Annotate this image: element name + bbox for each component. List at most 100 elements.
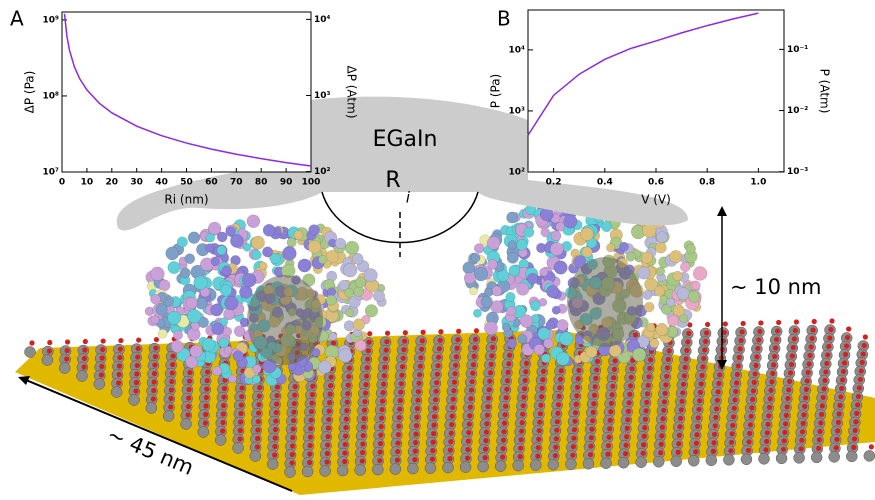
atom	[318, 361, 331, 374]
headgroup	[676, 441, 681, 446]
headgroup	[774, 337, 779, 342]
headgroup	[801, 412, 806, 417]
headgroup	[841, 369, 846, 374]
headgroup	[593, 384, 598, 389]
atom	[156, 304, 168, 316]
plot-area	[62, 12, 311, 172]
headgroup	[667, 348, 672, 353]
headgroup	[310, 384, 315, 389]
headgroup	[343, 433, 348, 438]
headgroup	[828, 327, 833, 332]
headgroup	[436, 355, 441, 360]
molecule	[495, 461, 506, 472]
headgroup	[858, 377, 863, 382]
headgroup	[399, 381, 404, 386]
headgroup	[474, 328, 479, 333]
atom	[326, 295, 336, 305]
headgroup	[398, 398, 403, 403]
molecule	[94, 379, 105, 390]
headgroup	[682, 373, 687, 378]
headgroup	[82, 347, 87, 352]
headgroup	[660, 425, 665, 430]
molecule	[285, 467, 296, 478]
headgroup	[792, 336, 797, 341]
molecule	[653, 456, 664, 467]
atom	[507, 252, 518, 263]
headgroup	[642, 434, 647, 439]
headgroup	[291, 418, 296, 423]
atom	[225, 296, 239, 310]
headgroup	[414, 423, 419, 428]
y-tick-label: 10⁷	[43, 168, 60, 178]
molecule	[636, 457, 647, 468]
headgroup	[788, 370, 793, 375]
headgroup	[522, 386, 527, 391]
panel-label: B	[497, 7, 511, 31]
headgroup	[524, 361, 529, 366]
headgroup	[502, 421, 507, 426]
molecule	[601, 458, 612, 469]
atom	[171, 340, 183, 352]
headgroup	[802, 404, 807, 409]
molecule	[759, 453, 770, 464]
atom	[253, 365, 262, 374]
headgroup	[686, 331, 691, 336]
headgroup	[360, 450, 365, 455]
headgroup	[641, 451, 646, 456]
headgroup	[775, 328, 780, 333]
headgroup	[413, 432, 418, 437]
atom	[686, 244, 696, 254]
headgroup	[292, 401, 297, 406]
y2-tick-label: 10⁴	[314, 15, 331, 25]
headgroup	[623, 443, 628, 448]
atom	[680, 262, 690, 272]
headgroup	[812, 319, 817, 324]
headgroup	[117, 363, 122, 368]
headgroup	[307, 451, 312, 456]
y-tick-label: 10⁸	[43, 91, 60, 101]
molecule	[355, 465, 366, 476]
headgroup	[117, 355, 122, 360]
headgroup	[399, 373, 404, 378]
atom	[619, 242, 628, 251]
headgroup	[785, 396, 790, 401]
atom	[474, 243, 484, 253]
headgroup	[696, 415, 701, 420]
headgroup	[786, 387, 791, 392]
molecule	[548, 459, 559, 470]
molecule	[425, 463, 436, 474]
headgroup	[856, 394, 861, 399]
headgroup	[469, 388, 474, 393]
headgroup	[473, 337, 478, 342]
atom	[554, 261, 567, 274]
headgroup	[170, 362, 175, 367]
headgroup	[487, 387, 492, 392]
headgroup	[811, 327, 816, 332]
headgroup	[450, 414, 455, 419]
headgroup	[365, 357, 370, 362]
headgroup	[826, 344, 831, 349]
headgroup	[99, 372, 104, 377]
headgroup	[328, 383, 333, 388]
headgroup	[361, 424, 366, 429]
headgroup	[255, 444, 260, 449]
headgroup	[490, 345, 495, 350]
headgroup	[606, 443, 611, 448]
headgroup	[591, 410, 596, 415]
x-tick-label: 20	[106, 178, 119, 188]
headgroup	[430, 456, 435, 461]
headgroup	[853, 419, 858, 424]
headgroup	[501, 429, 506, 434]
headgroup	[697, 398, 702, 403]
headgroup	[485, 413, 490, 418]
headgroup	[754, 354, 759, 359]
headgroup	[472, 354, 477, 359]
atom	[308, 240, 321, 253]
atom	[647, 323, 655, 331]
atom	[667, 315, 678, 326]
headgroup	[342, 450, 347, 455]
atom	[550, 242, 563, 255]
headgroup	[168, 396, 173, 401]
headgroup	[309, 417, 314, 422]
headgroup	[729, 440, 734, 445]
